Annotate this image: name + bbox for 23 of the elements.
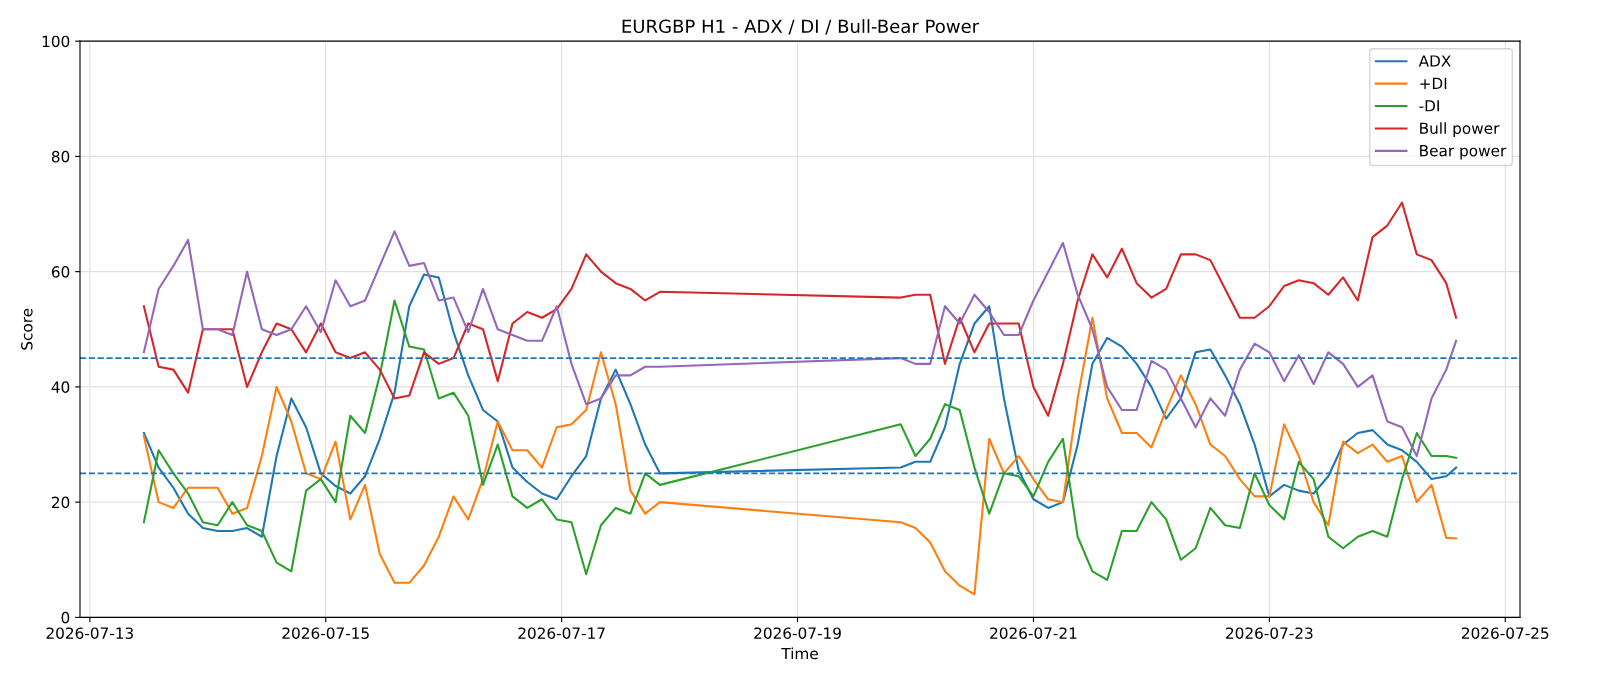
y-tick-label: 40 [51,381,70,393]
legend-label: -DI [1419,100,1439,112]
y-tick-label: 20 [51,496,70,509]
legend-label: Bear power [1420,145,1507,160]
x-tick-label: 2026-07-23 [1226,627,1313,639]
x-axis-title: Time [781,647,818,660]
line-series [142,230,1458,458]
x-tick-label: 2026-07-15 [282,627,369,639]
x-tick-label: 2026-07-21 [990,627,1077,639]
y-tick-label: 100 [42,35,70,48]
x-tick-label: 2026-07-25 [1461,627,1549,639]
y-tick-label: 0 [61,611,70,624]
y-tick-label: 80 [51,150,70,163]
x-tick-label: 2026-07-13 [46,627,133,639]
y-tick-label: 60 [51,266,70,278]
x-tick-label: 2026-07-19 [754,627,841,639]
line-series [142,201,1458,417]
chart-title: EURGBP H1 - ADX / DI / Bull-Bear Power [622,19,980,35]
legend-label: +DI [1420,77,1447,89]
legend-label: Bull power [1420,122,1500,137]
legend-label: ADX [1418,55,1451,67]
y-axis-title: Score [21,308,33,350]
x-tick-label: 2026-07-17 [518,627,605,639]
